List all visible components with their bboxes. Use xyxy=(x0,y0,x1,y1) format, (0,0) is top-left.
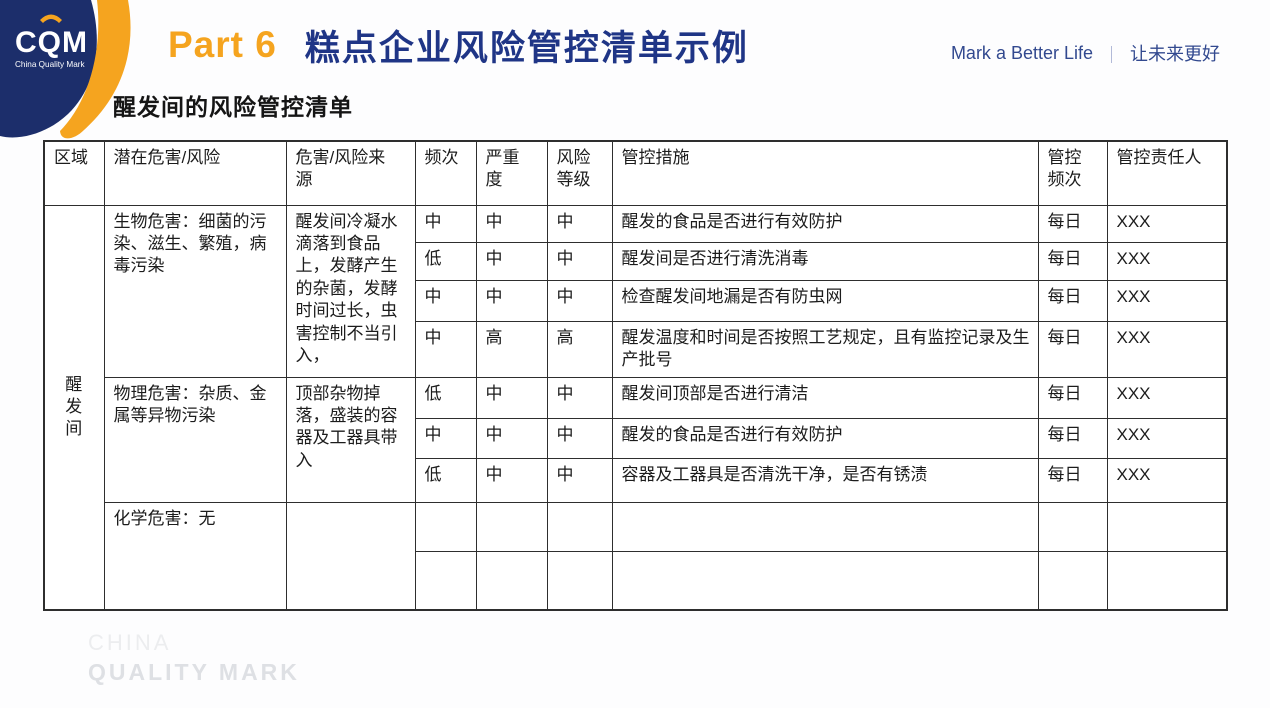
risk-level-cell xyxy=(546,550,613,611)
column-header: 管控措施 xyxy=(611,140,1039,206)
frequency-cell xyxy=(414,501,477,552)
risk-level-cell: 中 xyxy=(546,204,613,243)
watermark: CHINA QUALITY MARK xyxy=(88,630,300,686)
risk-level-cell: 中 xyxy=(546,457,613,503)
column-header: 管控责任人 xyxy=(1106,140,1228,206)
logo-tagline: China Quality Mark xyxy=(15,60,86,69)
hazard-cell: 物理危害：杂质、金属等异物污染 xyxy=(103,376,287,503)
slogan-english: Mark a Better Life xyxy=(950,42,1093,63)
frequency-cell: 中 xyxy=(414,279,477,322)
frequency-cell: 中 xyxy=(414,320,477,378)
severity-cell: 中 xyxy=(475,241,548,281)
owner-cell xyxy=(1106,501,1228,552)
column-header: 风险 等级 xyxy=(546,140,613,206)
control-frequency-cell: 每日 xyxy=(1037,204,1108,243)
slogan-separator: ｜ xyxy=(1103,45,1120,65)
severity-cell xyxy=(475,550,548,611)
control-frequency-cell: 每日 xyxy=(1037,376,1108,419)
severity-cell xyxy=(475,501,548,552)
measure-cell xyxy=(611,550,1039,611)
title-bar: Part 6 糕点企业风险管控清单示例 xyxy=(168,20,749,70)
table-body: 醒发间 生物危害：细菌的污染、滋生、繁殖，病毒污染 醒发间冷凝水滴落到食品上，发酵产… xyxy=(43,204,1228,611)
frequency-cell: 中 xyxy=(414,204,477,243)
owner-cell: XXX xyxy=(1106,320,1228,378)
control-frequency-cell: 每日 xyxy=(1037,279,1108,322)
frequency-cell: 低 xyxy=(414,376,477,419)
control-frequency-cell: 每日 xyxy=(1037,457,1108,503)
owner-cell: XXX xyxy=(1106,204,1228,243)
brand-slogan: Mark a Better Life ｜ 让未来更好 xyxy=(951,40,1220,66)
frequency-cell: 中 xyxy=(414,417,477,459)
owner-cell: XXX xyxy=(1106,457,1228,503)
risk-control-table: 区域 潜在危害/风险 危害/风险来 源频次 严重 度风险 等级 管控措施 管控 频次 管控责… xyxy=(43,140,1228,611)
control-frequency-cell: 每日 xyxy=(1037,241,1108,281)
frequency-cell: 低 xyxy=(414,457,477,503)
watermark-line2: QUALITY MARK xyxy=(88,659,300,685)
measure-cell: 醒发的食品是否进行有效防护 xyxy=(611,417,1039,459)
table-row: 物理危害：杂质、金属等异物污染 顶部杂物掉落，盛装的容器及工器具带入低中中醒发间顶… xyxy=(44,376,1228,503)
control-frequency-cell: 每日 xyxy=(1037,417,1108,459)
risk-level-cell: 高 xyxy=(546,320,613,378)
area-cell: 醒发间 xyxy=(43,204,105,611)
owner-cell: XXX xyxy=(1106,241,1228,281)
logo-q-arc xyxy=(40,14,62,23)
measure-cell xyxy=(611,501,1039,552)
severity-cell: 中 xyxy=(475,204,548,243)
table-row: 醒发间 生物危害：细菌的污染、滋生、繁殖，病毒污染 醒发间冷凝水滴落到食品上，发酵产… xyxy=(43,204,1228,611)
hazard-cell: 生物危害：细菌的污染、滋生、繁殖，病毒污染 xyxy=(103,204,287,378)
risk-level-cell: 中 xyxy=(546,376,613,419)
owner-cell: XXX xyxy=(1106,417,1228,459)
slogan-chinese: 让未来更好 xyxy=(1130,44,1220,64)
measure-cell: 醒发间顶部是否进行清洁 xyxy=(611,376,1039,419)
frequency-cell: 低 xyxy=(414,241,477,281)
severity-cell: 高 xyxy=(475,320,548,378)
risk-level-cell xyxy=(546,501,613,552)
severity-cell: 中 xyxy=(475,457,548,503)
frequency-cell xyxy=(414,550,477,611)
part-label: Part 6 xyxy=(168,24,277,65)
owner-cell: XXX xyxy=(1106,279,1228,322)
source-cell: 醒发间冷凝水滴落到食品上，发酵产生的杂菌，发酵时间过长，虫害控制不当引入， xyxy=(285,204,416,378)
hazard-cell: 化学危害：无 xyxy=(103,501,287,611)
owner-cell: XXX xyxy=(1106,376,1228,419)
page-title: 糕点企业风险管控清单示例 xyxy=(304,28,749,68)
severity-cell: 中 xyxy=(475,417,548,459)
severity-cell: 中 xyxy=(475,279,548,322)
header-row: 区域 潜在危害/风险 危害/风险来 源频次 严重 度风险 等级 管控措施 管控 频次 管控责… xyxy=(43,140,1228,206)
risk-level-cell: 中 xyxy=(546,417,613,459)
watermark-line1: CHINA xyxy=(88,630,172,655)
control-frequency-cell xyxy=(1037,550,1108,611)
measure-cell: 检查醒发间地漏是否有防虫网 xyxy=(611,279,1039,322)
source-cell: 顶部杂物掉落，盛装的容器及工器具带入 xyxy=(285,376,416,503)
source-cell xyxy=(285,501,416,611)
control-frequency-cell xyxy=(1037,501,1108,552)
table-row: 低中中容器及工器具是否清洗干净，是否有锈渍 每日 XXX xyxy=(44,457,1228,503)
measure-cell: 醒发间是否进行清洗消毒 xyxy=(611,241,1039,281)
logo-navy-shape xyxy=(0,0,97,138)
risk-level-cell: 中 xyxy=(546,241,613,281)
column-header: 区域 xyxy=(43,140,105,206)
table-row: 化学危害：无 xyxy=(44,501,1228,611)
logo-orange-swoosh xyxy=(60,0,131,139)
measure-cell: 醒发温度和时间是否按照工艺规定，且有监控记录及生产批号 xyxy=(611,320,1039,378)
column-header: 潜在危害/风险 xyxy=(103,140,287,206)
measure-cell: 容器及工器具是否清洗干净，是否有锈渍 xyxy=(611,457,1039,503)
table-row xyxy=(44,550,1228,611)
risk-level-cell: 中 xyxy=(546,279,613,322)
table-row: 中中中检查醒发间地漏是否有防虫网 每日 XXX xyxy=(44,279,1228,322)
severity-cell: 中 xyxy=(475,376,548,419)
column-header: 频次 xyxy=(414,140,477,206)
column-header: 严重 度 xyxy=(475,140,548,206)
section-subtitle: 醒发间的风险管控清单 xyxy=(113,94,353,120)
logo-acronym: CQM xyxy=(15,26,88,59)
owner-cell xyxy=(1106,550,1228,611)
control-frequency-cell: 每日 xyxy=(1037,320,1108,378)
column-header: 危害/风险来 源 xyxy=(285,140,416,206)
measure-cell: 醒发的食品是否进行有效防护 xyxy=(611,204,1039,243)
cqm-logo: CQM China Quality Mark xyxy=(0,0,131,139)
column-header: 管控 频次 xyxy=(1037,140,1108,206)
